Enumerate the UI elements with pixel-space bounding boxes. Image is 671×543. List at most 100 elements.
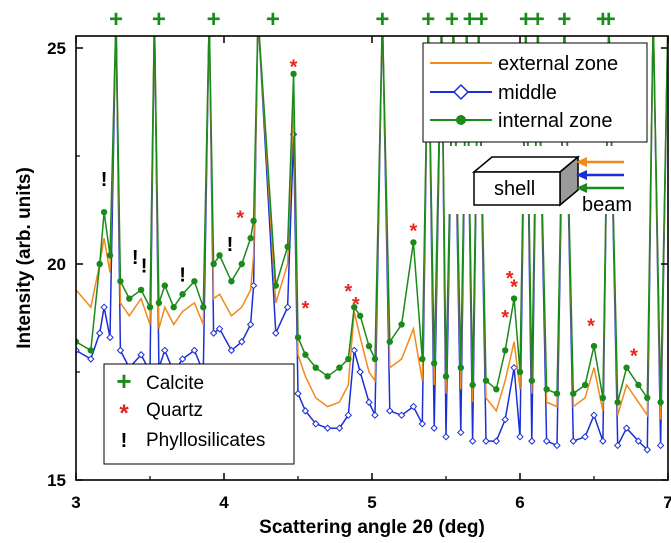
- legend-label-middle: middle: [498, 82, 557, 104]
- data-point: [528, 437, 536, 445]
- beam-label: beam: [582, 194, 632, 216]
- data-point: [87, 347, 95, 354]
- data-point: [371, 355, 379, 363]
- data-point: [457, 428, 465, 437]
- data-point: [215, 325, 224, 333]
- data-point: [117, 278, 124, 285]
- x-tick-label: 5: [367, 493, 376, 512]
- quartz-mark: *: [344, 281, 352, 303]
- data-point: [590, 342, 598, 350]
- data-point: [590, 411, 598, 419]
- data-point: [210, 260, 217, 268]
- calcite-peak-mark: +: [519, 6, 533, 33]
- quartz-asterisk-icon: *: [119, 400, 129, 427]
- phase-legend-box: [103, 363, 295, 465]
- y-axis-title: Intensity (arb. units): [14, 167, 35, 349]
- quartz-mark: *: [352, 294, 360, 316]
- data-point: [371, 411, 379, 419]
- data-point: [100, 208, 108, 216]
- quartz-legend-label: Quartz: [146, 400, 203, 421]
- calcite-peak-mark: +: [557, 6, 571, 33]
- quartz-mark: *: [236, 207, 244, 229]
- data-point: [356, 312, 364, 320]
- data-point: [87, 355, 95, 363]
- data-point: [386, 407, 394, 415]
- data-point: [170, 304, 177, 311]
- data-point: [161, 282, 168, 289]
- calcite-peak-mark: +: [445, 6, 459, 33]
- data-point: [501, 415, 509, 424]
- arrowhead-middle-icon: [576, 170, 587, 180]
- data-point: [356, 368, 364, 376]
- data-point: [227, 346, 236, 355]
- data-point: [510, 363, 518, 372]
- phyllosilicate-mark: !: [132, 247, 139, 269]
- data-point: [336, 364, 343, 371]
- data-point: [155, 299, 163, 307]
- x-axis-title: Scattering angle 2θ (deg): [259, 517, 485, 538]
- quartz-mark: *: [501, 307, 509, 329]
- data-point: [137, 351, 145, 359]
- data-point: [95, 329, 104, 337]
- data-point: [581, 381, 589, 389]
- data-point: [665, 13, 671, 19]
- data-point: [623, 364, 630, 371]
- quartz-mark: *: [290, 56, 298, 78]
- x-tick-label: 6: [515, 493, 524, 512]
- data-point: [301, 407, 310, 415]
- data-point: [643, 446, 651, 454]
- y-tick-label: 15: [47, 471, 66, 490]
- x-tick-label: 3: [71, 493, 80, 512]
- data-point: [553, 390, 561, 397]
- data-point: [255, 13, 261, 19]
- data-point: [324, 373, 331, 380]
- phyllosilicate-mark: !: [227, 234, 234, 256]
- data-point: [284, 243, 291, 250]
- data-point: [482, 437, 490, 445]
- data-point: [344, 411, 353, 419]
- data-point: [302, 351, 309, 358]
- calcite-plus-icon: +: [116, 366, 131, 396]
- data-point: [146, 304, 154, 311]
- data-point: [247, 234, 254, 242]
- legend-diamond-icon: [452, 83, 470, 101]
- shell-label: shell: [494, 178, 535, 200]
- data-point: [634, 437, 643, 445]
- data-point: [581, 433, 589, 441]
- data-point: [492, 437, 501, 445]
- data-point: [335, 424, 344, 432]
- series-legend: external zone middle internal zone: [422, 42, 648, 143]
- data-point: [106, 252, 114, 259]
- data-point: [635, 381, 642, 389]
- data-point: [439, 13, 445, 19]
- data-point: [191, 278, 198, 285]
- data-point: [398, 321, 405, 328]
- data-point: [542, 437, 551, 445]
- phyllosilicate-mark: !: [179, 264, 186, 286]
- data-point: [644, 394, 651, 402]
- calcite-peak-mark: +: [375, 6, 389, 33]
- data-point: [442, 433, 450, 441]
- data-point: [599, 394, 607, 402]
- data-point: [312, 364, 319, 371]
- phyllosilicates-legend-label: Phyllosilicates: [146, 430, 265, 451]
- data-point: [397, 411, 406, 419]
- calcite-peak-mark: +: [531, 6, 545, 33]
- data-point: [351, 304, 358, 311]
- data-point: [238, 338, 246, 346]
- ticks-layer: 3 4 5 6 7 15 20 25: [47, 36, 671, 512]
- data-point: [238, 260, 245, 268]
- shell-front-face: [473, 171, 561, 206]
- data-point: [294, 389, 302, 398]
- data-point: [137, 286, 145, 294]
- data-point: [665, 13, 671, 19]
- data-point: [516, 368, 524, 376]
- y-tick-label: 20: [47, 255, 66, 274]
- calcite-peak-mark: +: [602, 6, 616, 33]
- data-point: [209, 329, 218, 337]
- data-point: [469, 381, 476, 389]
- calcite-peak-mark: +: [475, 6, 489, 33]
- data-point: [418, 420, 427, 428]
- data-point: [430, 360, 438, 367]
